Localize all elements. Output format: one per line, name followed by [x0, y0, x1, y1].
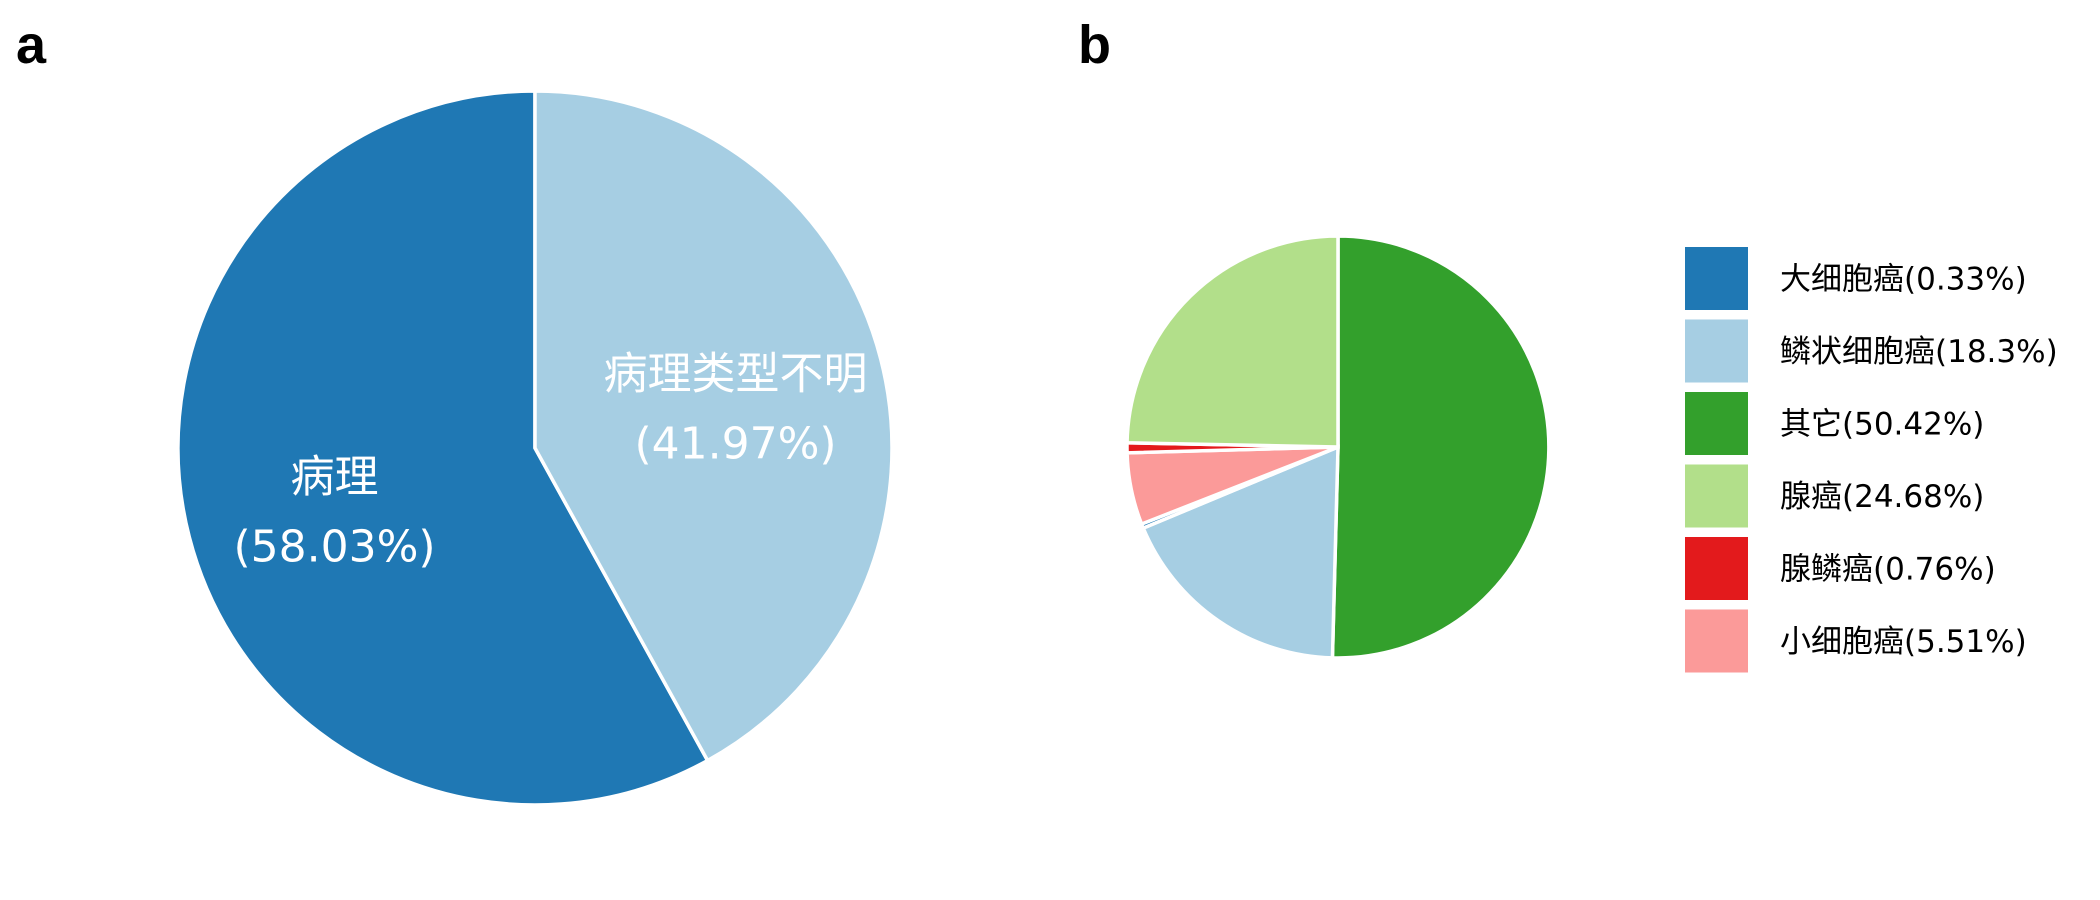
pie-a-slice-label-1: 病理类型不明: [604, 348, 868, 399]
pie-b-slice-2: [1330, 234, 1551, 660]
legend-label-4: 腺鳞癌(0.76%): [1780, 552, 1996, 588]
pie-b-slice-1: [1140, 444, 1340, 660]
pie-b-slice-3: [1125, 234, 1340, 449]
legend-swatch-1: [1685, 319, 1748, 383]
legend-label-5: 小细胞癌(5.51%): [1780, 624, 2027, 660]
pie-a-slice-label-0: 病理: [291, 452, 379, 503]
pie-a-slice-value-1: (41.97%): [634, 418, 836, 469]
legend-b: 大细胞癌(0.33%) 鳞状细胞癌(18.3%) 其它(50.42%) 腺癌(24.6…: [1685, 247, 2058, 673]
legend-swatch-4: [1685, 537, 1748, 600]
pie-a-slice-1: [533, 89, 894, 763]
pie-chart-b: [1125, 234, 1551, 660]
legend-label-2: 其它(50.42%): [1780, 407, 1984, 443]
pie-a-slice-0: [176, 89, 710, 807]
legend-swatch-5: [1685, 609, 1748, 673]
pie-chart-a: 病理 (58.03%) 病理类型不明 (41.97%): [176, 89, 894, 807]
panel-label-a: a: [16, 15, 47, 75]
legend-swatch-2: [1685, 392, 1748, 455]
legend-swatch-3: [1685, 464, 1748, 528]
legend-label-1: 鳞状细胞癌(18.3%): [1780, 334, 2058, 370]
legend-label-0: 大细胞癌(0.33%): [1780, 262, 2027, 298]
pie-a-slice-value-0: (58.03%): [233, 522, 435, 573]
legend-swatch-0: [1685, 247, 1748, 310]
legend-label-3: 腺癌(24.68%): [1780, 479, 1984, 515]
panel-label-b: b: [1078, 15, 1111, 75]
